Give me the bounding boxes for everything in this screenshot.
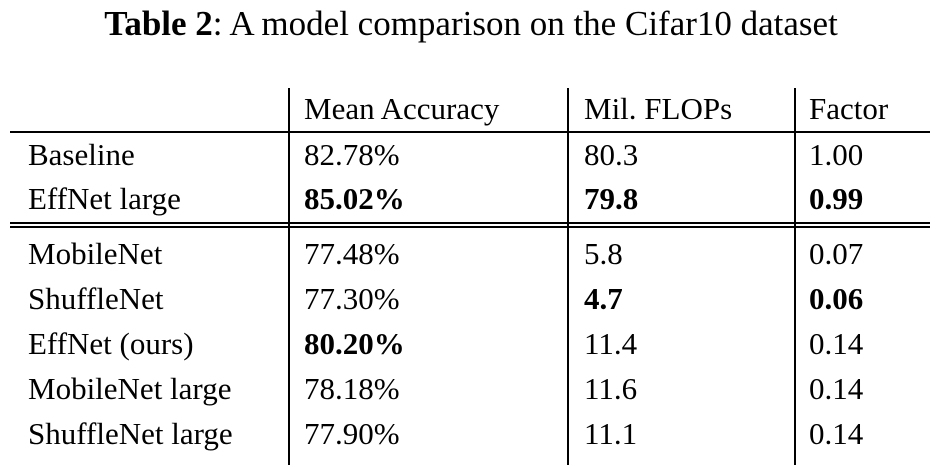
header-accuracy: Mean Accuracy (304, 91, 500, 126)
table-caption-text: : A model comparison on the Cifar10 data… (212, 4, 838, 43)
group-rule-top (10, 222, 930, 224)
factor-value: 1.00 (809, 137, 864, 172)
flops-value: 11.4 (584, 326, 638, 361)
factor-value: 0.99 (809, 181, 864, 216)
table-caption-label: Table 2 (104, 4, 213, 43)
accuracy-value: 77.30% (304, 281, 400, 316)
header-factor: Factor (809, 91, 889, 126)
flops-value: 79.8 (584, 181, 639, 216)
factor-value: 0.14 (809, 326, 864, 361)
table-caption: Table 2: A model comparison on the Cifar… (0, 2, 942, 46)
header-flops: Mil. FLOPs (584, 91, 733, 126)
flops-value: 80.3 (584, 137, 639, 172)
accuracy-value: 82.78% (304, 137, 400, 172)
model-name: ShuffleNet large (28, 416, 233, 451)
group-rule-bottom (10, 226, 930, 228)
factor-value: 0.07 (809, 236, 864, 271)
accuracy-value: 77.90% (304, 416, 400, 451)
model-name: Baseline (28, 137, 135, 172)
factor-value: 0.14 (809, 416, 864, 451)
accuracy-value: 77.48% (304, 236, 400, 271)
model-name: ShuffleNet (28, 281, 164, 316)
column-divider-2 (567, 88, 569, 465)
column-divider-1 (288, 88, 290, 465)
flops-value: 11.6 (584, 371, 638, 406)
accuracy-value: 78.18% (304, 371, 400, 406)
comparison-table: Mean Accuracy Mil. FLOPs Factor Baseline… (10, 88, 930, 465)
model-name: MobileNet large (28, 371, 232, 406)
column-divider-3 (794, 88, 796, 465)
flops-value: 4.7 (584, 281, 623, 316)
flops-value: 5.8 (584, 236, 623, 271)
factor-value: 0.06 (809, 281, 864, 316)
accuracy-value: 85.02% (304, 181, 405, 216)
model-name: MobileNet (28, 236, 163, 271)
model-name: EffNet large (28, 181, 181, 216)
accuracy-value: 80.20% (304, 326, 405, 361)
header-rule (10, 131, 930, 133)
model-name: EffNet (ours) (28, 326, 194, 361)
flops-value: 11.1 (584, 416, 638, 451)
factor-value: 0.14 (809, 371, 864, 406)
